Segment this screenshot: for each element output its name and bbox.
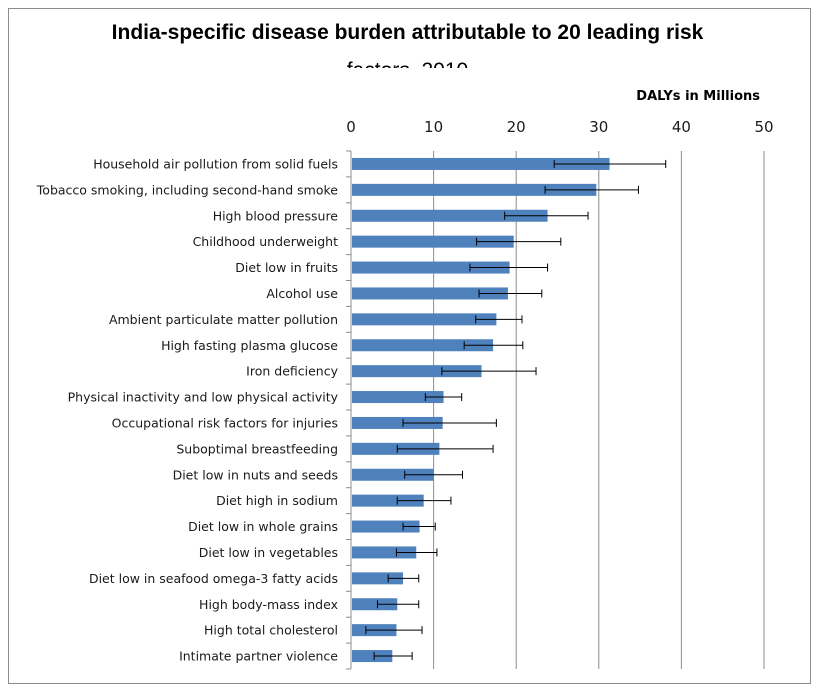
bar xyxy=(352,365,482,378)
x-tick-label: 30 xyxy=(589,118,608,136)
bar xyxy=(352,209,548,222)
bar xyxy=(352,313,497,326)
axis-unit-label: DALYs in Millions xyxy=(636,89,760,104)
bar xyxy=(352,468,434,481)
category-label: Iron deficiency xyxy=(246,364,338,379)
chart-title-cut-line: factors, 2010 xyxy=(0,46,815,68)
category-label: Alcohol use xyxy=(266,286,338,301)
bar xyxy=(352,546,417,559)
x-tick-label: 20 xyxy=(507,118,526,136)
bar xyxy=(352,494,424,507)
category-label: Diet low in fruits xyxy=(235,260,338,275)
x-tick-label: 50 xyxy=(754,118,773,136)
bar xyxy=(352,572,404,585)
x-tick-label: 0 xyxy=(346,118,356,136)
category-label: Childhood underweight xyxy=(193,234,339,249)
bar xyxy=(352,235,514,248)
bar xyxy=(352,157,610,170)
category-label: Occupational risk factors for injuries xyxy=(112,415,338,430)
category-label: Intimate partner violence xyxy=(179,649,338,664)
bar xyxy=(352,650,393,663)
category-label: Suboptimal breastfeeding xyxy=(176,441,338,456)
category-label: Diet low in seafood omega-3 fatty acids xyxy=(89,571,338,586)
bar xyxy=(352,183,597,196)
bar xyxy=(352,416,443,429)
category-label: Tobacco smoking, including second-hand s… xyxy=(36,182,339,197)
category-label: High blood pressure xyxy=(213,208,339,223)
category-label: Diet low in whole grains xyxy=(188,519,338,534)
category-label: Diet low in nuts and seeds xyxy=(173,467,338,482)
bar xyxy=(352,391,444,404)
bar xyxy=(352,287,508,300)
bar xyxy=(352,442,440,455)
x-tick-label: 40 xyxy=(672,118,691,136)
category-label: High total cholesterol xyxy=(204,623,338,638)
category-label: Household air pollution from solid fuels xyxy=(93,156,338,171)
category-label: High fasting plasma glucose xyxy=(161,338,338,353)
chart-title: India-specific disease burden attributab… xyxy=(111,21,704,44)
category-label: Physical inactivity and low physical act… xyxy=(68,390,339,405)
chart-title-partial: factors, 2010 xyxy=(0,59,815,68)
category-label: Ambient particulate matter pollution xyxy=(109,312,338,327)
bar xyxy=(352,598,398,611)
category-label: Diet high in sodium xyxy=(216,493,338,508)
category-label: High body-mass index xyxy=(199,597,338,612)
x-tick-label: 10 xyxy=(424,118,443,136)
bar xyxy=(352,339,494,352)
category-label: Diet low in vegetables xyxy=(199,545,338,560)
